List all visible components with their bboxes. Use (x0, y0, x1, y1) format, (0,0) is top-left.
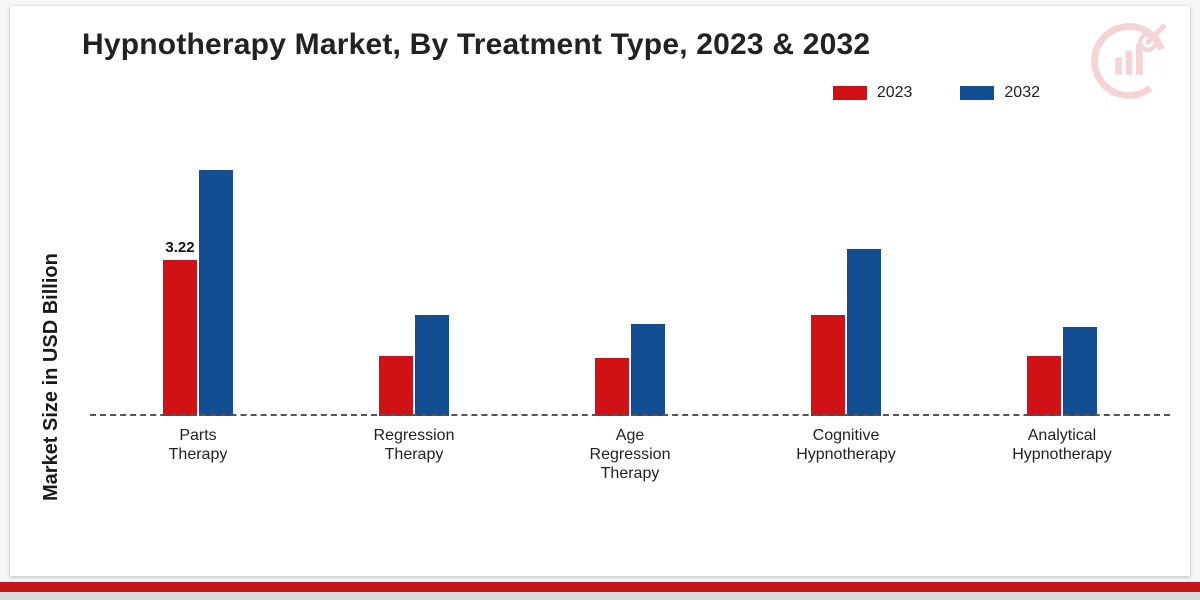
bar-group (306, 126, 522, 416)
bar-2032 (631, 324, 665, 416)
bar-2023 (379, 356, 413, 416)
bar-2023: 3.22 (163, 260, 197, 416)
legend-item-2023: 2023 (833, 84, 913, 102)
footer-bar (0, 582, 1200, 600)
bar-group (738, 126, 954, 416)
chart-title: Hypnotherapy Market, By Treatment Type, … (82, 28, 870, 62)
x-tick-label: Analytical Hypnotherapy (954, 420, 1170, 476)
chart-card: Hypnotherapy Market, By Treatment Type, … (10, 6, 1190, 576)
bar-value-label: 3.22 (165, 239, 194, 256)
legend: 2023 2032 (833, 84, 1040, 102)
legend-swatch-2023 (833, 86, 867, 100)
bar-2032 (1063, 327, 1097, 416)
legend-item-2032: 2032 (960, 84, 1040, 102)
bar-2023 (811, 315, 845, 417)
footer-red-strip (0, 582, 1200, 592)
legend-label-2032: 2032 (1004, 84, 1040, 102)
chart-frame: Hypnotherapy Market, By Treatment Type, … (0, 0, 1200, 600)
watermark-logo-icon (1086, 18, 1172, 104)
x-tick-label: Cognitive Hypnotherapy (738, 420, 954, 476)
footer-grey-strip (0, 592, 1200, 600)
bar-2032 (415, 315, 449, 417)
legend-swatch-2032 (960, 86, 994, 100)
bar-2032 (847, 249, 881, 416)
bar-2023 (1027, 356, 1061, 416)
legend-label-2023: 2023 (877, 84, 913, 102)
bar-2032 (199, 170, 233, 417)
y-axis-label: Market Size in USD Billion (40, 253, 63, 501)
bar-groups: 3.22 (90, 126, 1170, 416)
bar-group (522, 126, 738, 416)
x-tick-label: Regression Therapy (306, 420, 522, 476)
plot-area: 3.22 Parts TherapyRegression TherapyAge … (90, 126, 1170, 476)
x-tick-label: Parts Therapy (90, 420, 306, 476)
x-axis-labels: Parts TherapyRegression TherapyAge Regre… (90, 420, 1170, 476)
x-axis-baseline (90, 414, 1170, 416)
x-tick-label: Age Regression Therapy (522, 420, 738, 476)
bar-group: 3.22 (90, 126, 306, 416)
bar-2023 (595, 358, 629, 416)
bar-group (954, 126, 1170, 416)
